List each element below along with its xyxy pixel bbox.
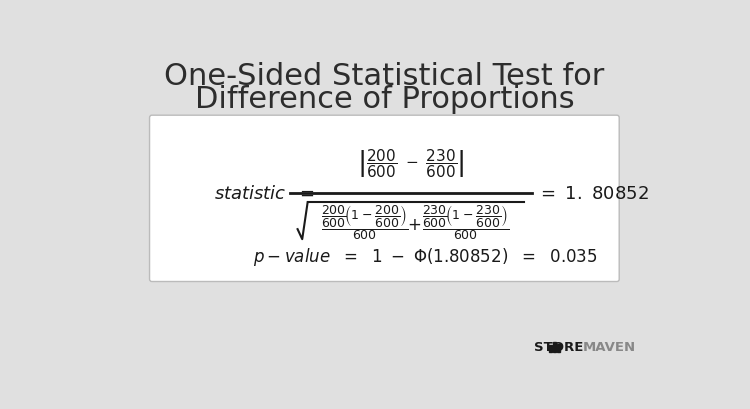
Text: One-Sided Statistical Test for: One-Sided Statistical Test for [164, 61, 604, 90]
Text: $p-value\ \ =\ \ 1\ -\ \Phi(1.80852)\ \ =\ \ 0.035$: $p-value\ \ =\ \ 1\ -\ \Phi(1.80852)\ \ … [253, 245, 597, 267]
Text: $\left|\dfrac{200}{600}\ -\ \dfrac{230}{600}\right|$: $\left|\dfrac{200}{600}\ -\ \dfrac{230}{… [357, 146, 464, 179]
Bar [557, 344, 560, 352]
Bar [554, 342, 556, 352]
Text: $\dfrac{\dfrac{200}{600}\!\left(1-\dfrac{200}{600}\right)}{600}$: $\dfrac{\dfrac{200}{600}\!\left(1-\dfrac… [321, 202, 409, 241]
Text: $\mathit{statistic}$  $=$: $\mathit{statistic}$ $=$ [214, 184, 315, 202]
Text: STORE: STORE [534, 341, 584, 354]
Bar [550, 346, 552, 352]
Text: $=\ 1.\ 80852$: $=\ 1.\ 80852$ [537, 184, 649, 202]
FancyBboxPatch shape [149, 116, 620, 282]
Text: $+$: $+$ [406, 215, 421, 233]
Text: $\dfrac{\dfrac{230}{600}\!\left(1-\dfrac{230}{600}\right)}{600}$: $\dfrac{\dfrac{230}{600}\!\left(1-\dfrac… [422, 202, 509, 241]
Text: MAVEN: MAVEN [584, 341, 636, 354]
Text: Difference of Proportions: Difference of Proportions [194, 85, 574, 113]
